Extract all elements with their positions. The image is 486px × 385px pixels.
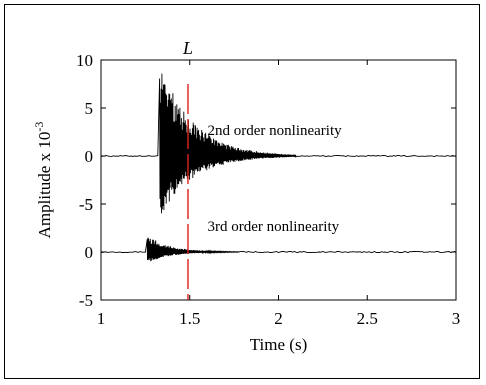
annotation-3rd-order: 3rd order nonlinearity <box>208 219 340 235</box>
x-axis-ticks: 1 1.5 2 2.5 3 <box>97 60 461 328</box>
y-axis-label-exponent: -3 <box>32 122 46 132</box>
y-tick-label-5: 0 <box>85 243 94 262</box>
y-tick-label-3: -5 <box>79 195 93 214</box>
y-tick-label-0: 10 <box>76 51 93 70</box>
x-tick-label-3: 2.5 <box>357 309 378 328</box>
x-tick-label-1: 1.5 <box>179 309 200 328</box>
y-tick-label-1: 5 <box>85 99 94 118</box>
y-tick-label-4: 5 <box>85 195 94 214</box>
marker-label-L: L <box>182 38 193 58</box>
series-2nd-order-trace <box>100 73 457 214</box>
series-3rd-order-trace <box>100 237 457 262</box>
x-tick-label-4: 3 <box>452 309 461 328</box>
y-axis-label-main: Amplitude x 10 <box>35 132 54 239</box>
plot-area <box>100 59 457 301</box>
y-axis-label: Amplitude x 10-3 <box>32 122 54 239</box>
x-tick-label-2: 2 <box>274 309 283 328</box>
y-tick-label-2: 0 <box>85 147 94 166</box>
y-tick-label-6: -5 <box>79 291 93 310</box>
x-axis-label: Time (s) <box>250 335 307 354</box>
signals-group <box>100 73 457 262</box>
figure-frame <box>4 4 480 379</box>
annotation-2nd-order: 2nd order nonlinearity <box>208 123 343 139</box>
x-tick-label-0: 1 <box>97 309 106 328</box>
